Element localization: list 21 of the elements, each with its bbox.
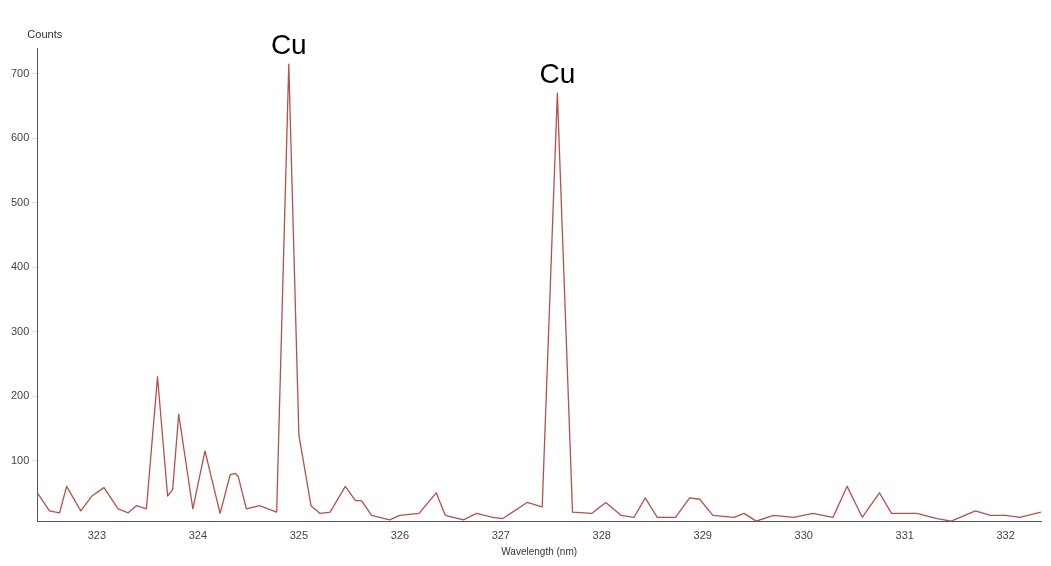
x-axis-title: Wavelength (nm): [501, 545, 578, 557]
x-tick-label: 328: [592, 529, 611, 542]
y-tick-label: 500: [10, 195, 30, 208]
y-tick-label: 100: [10, 453, 30, 466]
y-tick-label: 600: [10, 131, 30, 144]
y-tick-label: 700: [10, 66, 30, 79]
x-tick-label: 329: [693, 529, 712, 542]
x-tick-label: 325: [289, 529, 309, 542]
y-tick-label: 200: [10, 389, 30, 402]
y-axis-title: Counts: [27, 27, 63, 40]
y-tick-label: 400: [10, 260, 30, 273]
annotation: Cu: [270, 28, 307, 60]
x-tick-label: 326: [390, 529, 410, 542]
y-tick-label: 300: [10, 324, 30, 337]
x-tick-label: 331: [895, 529, 914, 542]
x-tick-label: 327: [491, 529, 510, 542]
x-tick-label: 330: [794, 529, 813, 542]
annotation: Cu: [539, 57, 576, 89]
x-tick-label: 324: [188, 529, 208, 542]
x-tick-label: 332: [996, 529, 1015, 542]
x-tick-label: 323: [87, 529, 107, 542]
